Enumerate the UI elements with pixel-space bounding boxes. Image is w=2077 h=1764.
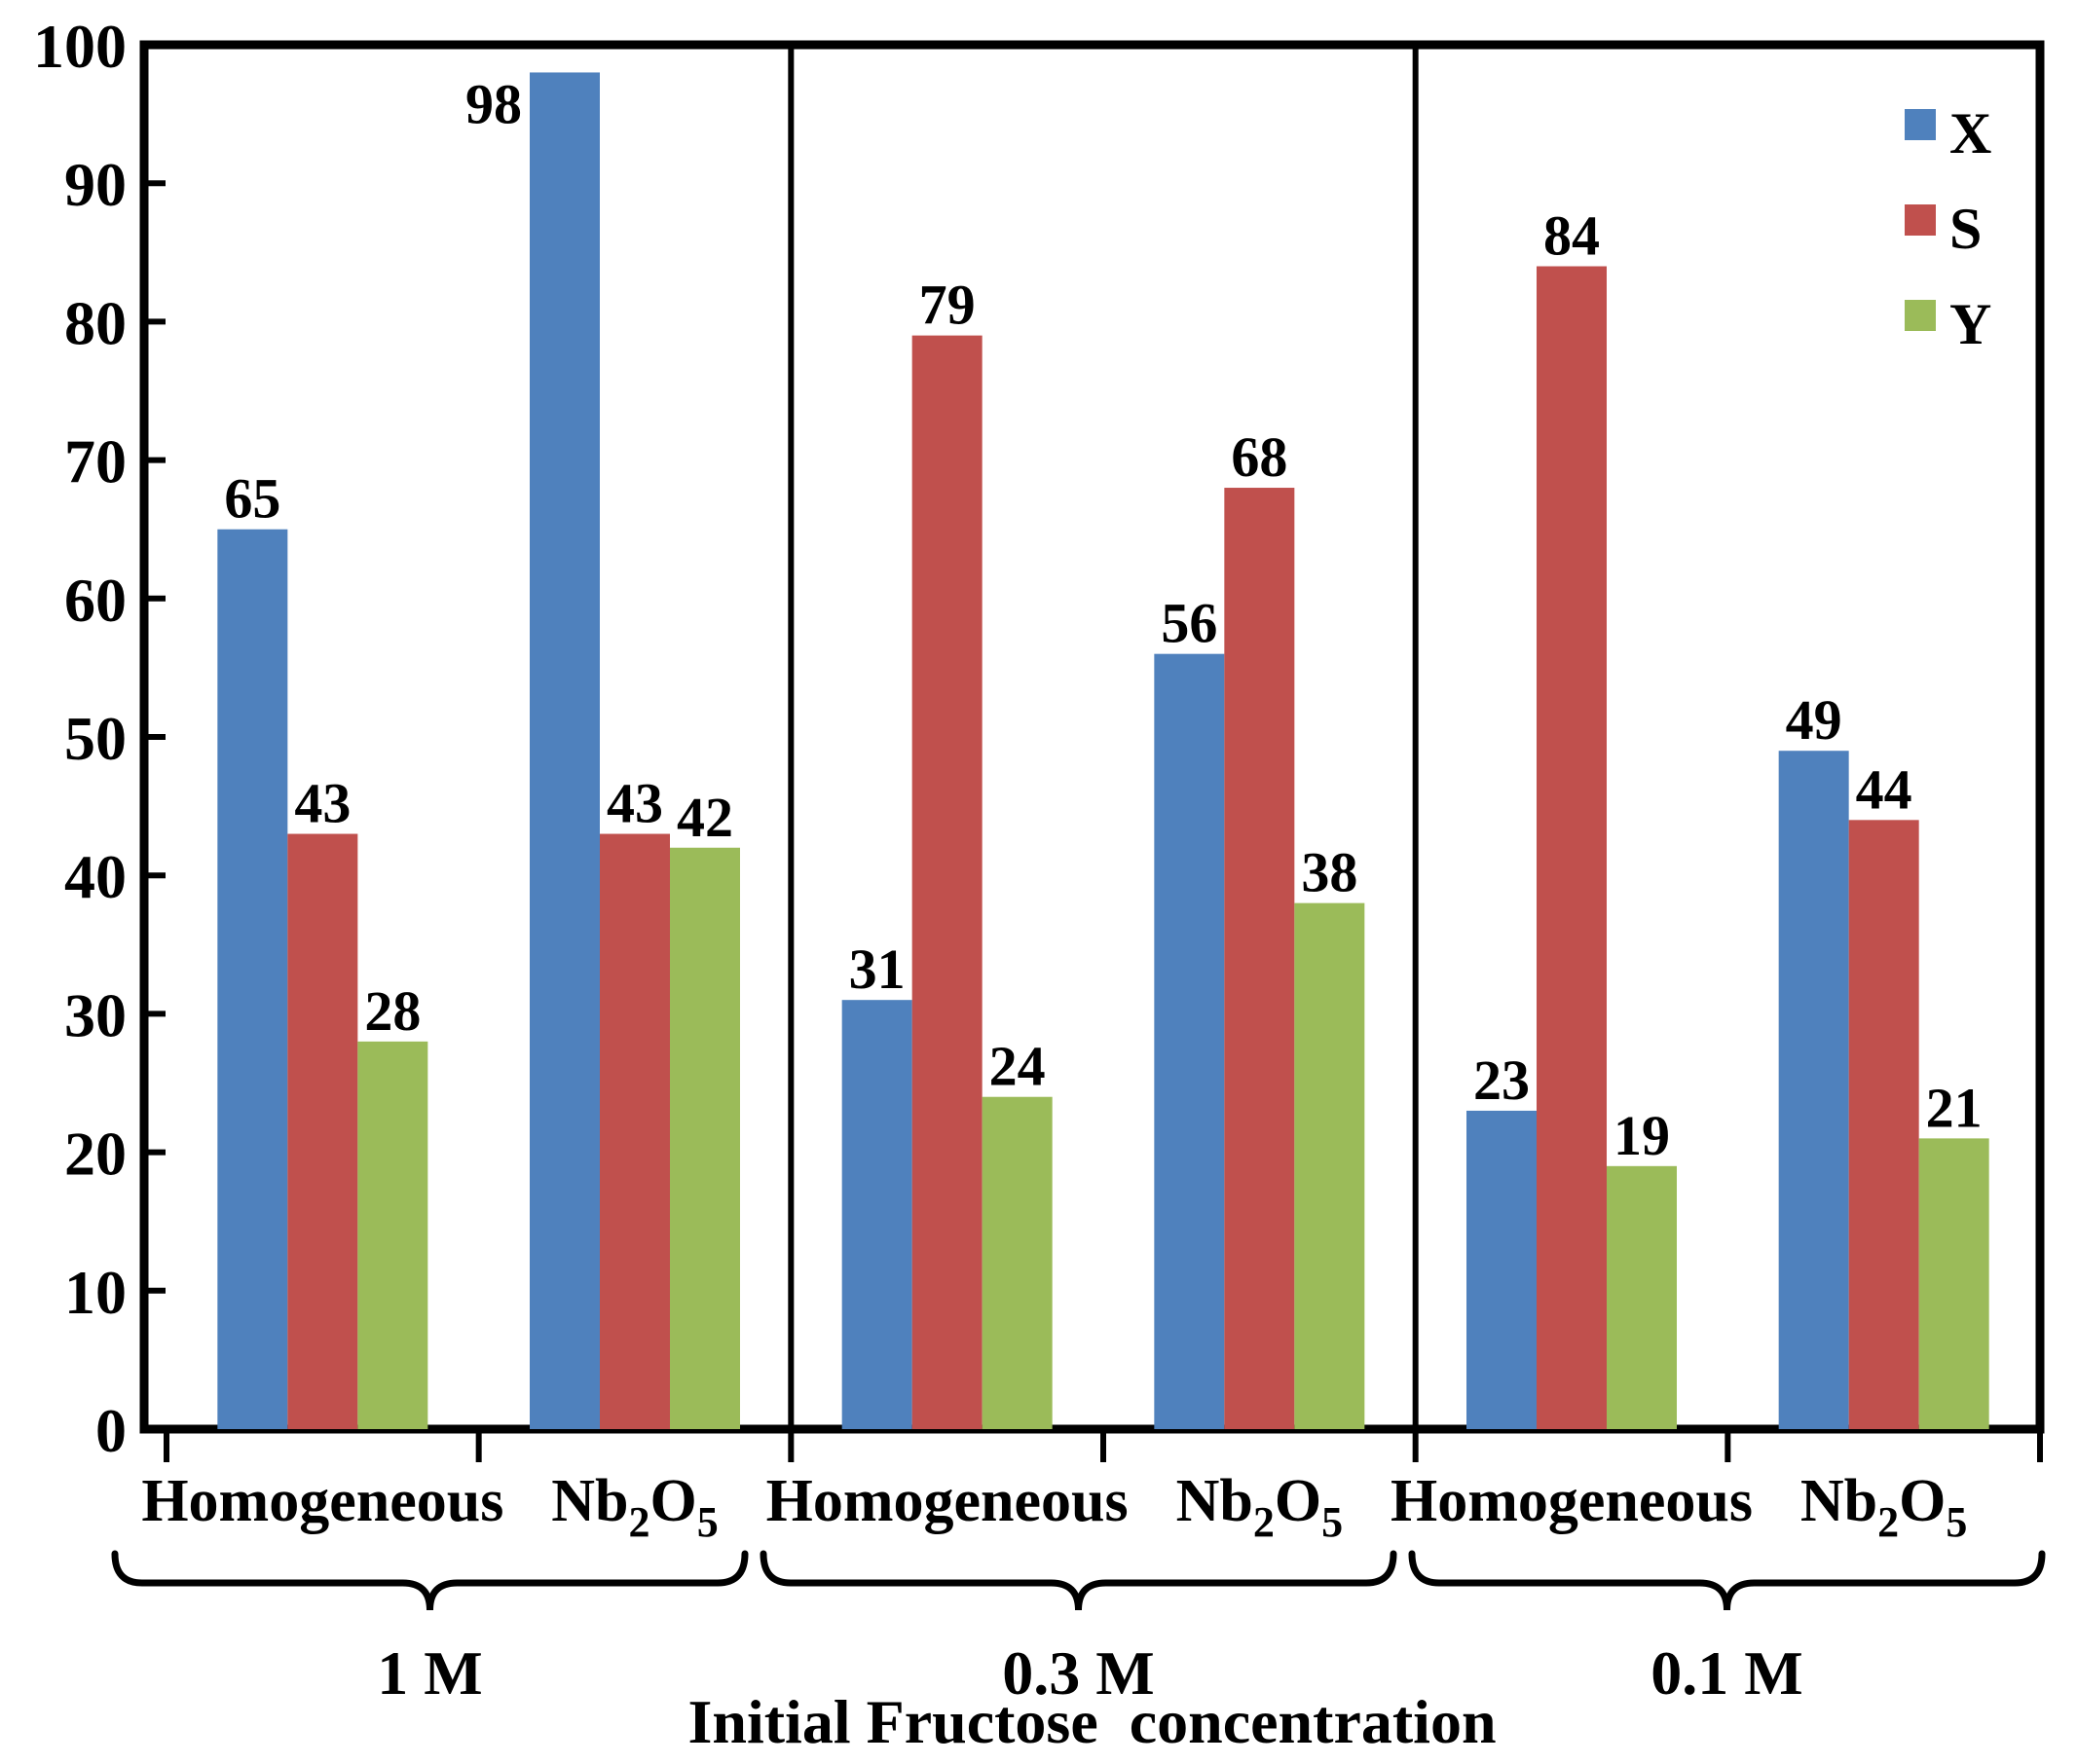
bar-S-cat5: [1848, 820, 1919, 1429]
bar-label-Y-cat5: 21: [1926, 1076, 1983, 1139]
bar-Y-cat2: [982, 1096, 1053, 1429]
category-label-0: Homogeneous: [141, 1468, 503, 1534]
bar-X-cat2: [841, 1000, 912, 1429]
legend-swatch-S: [1905, 204, 1936, 236]
x-axis-title: Initial Fructose concentration: [687, 1687, 1497, 1756]
bar-label-Y-cat3: 38: [1301, 841, 1357, 904]
bar-Y-cat0: [357, 1041, 428, 1429]
y-axis-tick-label: 40: [64, 842, 127, 911]
bar-label-Y-cat0: 28: [364, 979, 421, 1043]
bar-label-X-cat1: 98: [465, 72, 522, 135]
bar-S-cat3: [1224, 488, 1295, 1429]
bar-Y-cat3: [1294, 902, 1365, 1429]
y-axis-tick-label: 70: [64, 427, 127, 496]
bar-S-cat1: [600, 833, 670, 1429]
bar-X-cat3: [1154, 653, 1225, 1429]
bar-label-S-cat0: 43: [294, 772, 351, 835]
y-axis-tick-label: 20: [64, 1120, 127, 1189]
bar-label-Y-cat1: 42: [677, 786, 733, 849]
group-brace-2: [1408, 1550, 2046, 1611]
bar-label-X-cat5: 49: [1786, 688, 1842, 752]
bar-label-S-cat1: 43: [607, 772, 663, 835]
bar-label-S-cat4: 84: [1543, 204, 1600, 268]
group-label-1: 0.3 M: [1002, 1638, 1154, 1708]
bar-X-cat4: [1466, 1110, 1537, 1429]
bar-label-S-cat3: 68: [1231, 425, 1287, 489]
bar-label-X-cat4: 23: [1473, 1048, 1530, 1112]
bar-label-Y-cat2: 24: [989, 1035, 1046, 1098]
bar-X-cat0: [217, 529, 288, 1429]
group-label-2: 0.1 M: [1650, 1638, 1802, 1708]
bar-X-cat1: [530, 72, 600, 1430]
legend-label-X: X: [1949, 101, 1991, 165]
legend-label-S: S: [1949, 197, 1982, 261]
bar-label-Y-cat4: 19: [1613, 1104, 1670, 1167]
group-brace-1: [760, 1550, 1397, 1611]
category-label-1: Nb2O5: [551, 1468, 719, 1546]
y-axis-tick-label: 30: [64, 980, 127, 1049]
bar-label-X-cat3: 56: [1161, 592, 1217, 655]
bar-S-cat2: [911, 335, 983, 1429]
category-label-5: Nb2O5: [1800, 1468, 1967, 1546]
legend-label-Y: Y: [1949, 292, 1991, 356]
bar-Y-cat4: [1607, 1165, 1677, 1429]
bar-Y-cat1: [670, 847, 740, 1429]
y-axis-tick-label: 80: [64, 288, 127, 357]
legend-swatch-X: [1905, 109, 1936, 140]
bar-X-cat5: [1778, 751, 1849, 1429]
category-label-4: Homogeneous: [1391, 1468, 1753, 1534]
bar-Y-cat5: [1918, 1138, 1989, 1429]
legend-swatch-Y: [1905, 300, 1936, 331]
bar-S-cat4: [1537, 266, 1607, 1429]
group-label-0: 1 M: [377, 1638, 482, 1708]
y-axis-tick-label: 50: [64, 704, 127, 773]
y-axis-tick-label: 100: [33, 12, 127, 81]
plot-frame: [139, 40, 2045, 1434]
bar-label-X-cat0: 65: [224, 467, 280, 531]
y-axis-tick-label: 10: [64, 1258, 127, 1327]
bar-label-S-cat5: 44: [1856, 757, 1912, 821]
y-axis-tick-label: 60: [64, 566, 127, 635]
bar-label-X-cat2: 31: [849, 937, 906, 1001]
bar-S-cat0: [287, 833, 358, 1429]
y-axis-tick-label: 0: [95, 1396, 127, 1465]
group-brace-0: [111, 1550, 749, 1611]
bar-label-S-cat2: 79: [919, 274, 976, 337]
category-label-2: Homogeneous: [766, 1468, 1129, 1534]
category-label-3: Nb2O5: [1176, 1468, 1344, 1546]
y-axis-tick-label: 90: [64, 150, 127, 219]
